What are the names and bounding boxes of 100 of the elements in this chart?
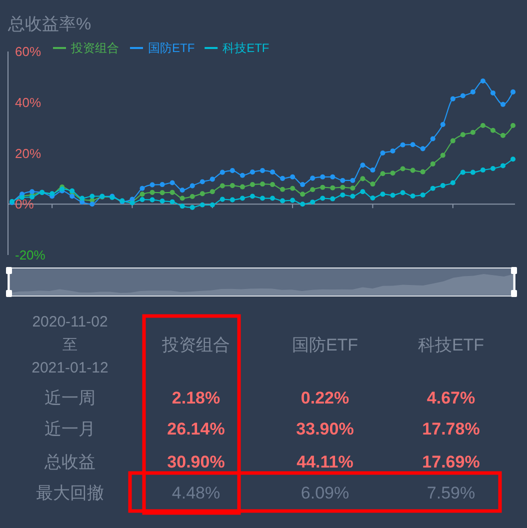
point: [230, 183, 235, 188]
point: [250, 182, 256, 188]
text: 4.67%: [426, 388, 476, 408]
point: [190, 183, 195, 188]
point: [380, 192, 386, 197]
chart-title: 总收益率%: [7, 14, 92, 34]
category-label: 近一周: [44, 388, 96, 408]
point: [360, 176, 366, 182]
point: [510, 156, 516, 162]
category-label: 国防ETF: [292, 336, 358, 354]
point: [150, 190, 155, 195]
point: [90, 194, 95, 199]
text: 26.14%: [167, 420, 225, 438]
y-tick-label: 60%: [15, 44, 42, 59]
point: [460, 170, 466, 175]
point: [320, 184, 326, 190]
y-tick-label: -20%: [15, 248, 46, 262]
point: [430, 161, 436, 166]
point: [450, 96, 456, 102]
text: 2020-11-02 至 2021-01-12: [32, 314, 108, 376]
point: [200, 179, 205, 184]
point: [490, 90, 496, 96]
point: [340, 184, 346, 190]
point: [240, 172, 245, 178]
point: [370, 182, 376, 187]
point: [490, 166, 496, 172]
point: [470, 170, 476, 175]
point: [360, 189, 366, 194]
point: [390, 170, 396, 176]
point: [490, 128, 496, 133]
point: [160, 190, 165, 196]
point: [290, 198, 296, 203]
y-tick-label: 20%: [15, 146, 42, 161]
point: [140, 186, 145, 191]
point: [370, 168, 376, 173]
point: [160, 198, 165, 204]
point: [180, 188, 185, 193]
point: [280, 186, 286, 192]
point: [140, 197, 145, 202]
legend-label: 科技ETF: [222, 41, 270, 55]
point: [300, 192, 306, 197]
point: [420, 146, 426, 152]
point: [440, 152, 446, 158]
legend-label: 投资组合: [70, 41, 119, 55]
point: [330, 196, 336, 202]
point: [420, 192, 426, 198]
point: [440, 183, 446, 188]
point: [170, 190, 175, 195]
category-label: 近一月: [44, 420, 96, 438]
point: [30, 189, 35, 194]
point: [390, 148, 396, 154]
text: 44.11%: [296, 452, 354, 472]
point: [250, 170, 256, 175]
point: [330, 174, 336, 180]
point: [140, 192, 145, 197]
text: 7.59%: [426, 484, 476, 502]
point: [440, 122, 446, 128]
point: [400, 142, 406, 148]
point: [230, 168, 235, 174]
point: [400, 190, 406, 196]
text: 4.48%: [172, 484, 220, 502]
y-tick-label: 40%: [15, 94, 42, 110]
text: 17.78%: [422, 420, 480, 438]
point: [310, 176, 316, 181]
point: [460, 93, 466, 98]
point: [310, 200, 316, 205]
point: [280, 198, 286, 204]
point: [250, 194, 256, 199]
point: [450, 138, 456, 144]
point: [150, 182, 155, 188]
point: [70, 194, 75, 199]
point: [240, 184, 245, 190]
point: [500, 132, 506, 138]
point: [450, 180, 456, 186]
y-tick-label: 0%: [15, 196, 34, 212]
point: [350, 194, 356, 199]
text: 30.90%: [167, 452, 225, 472]
point: [480, 168, 486, 173]
category-label: 投资组合: [161, 336, 230, 354]
point: [350, 178, 356, 183]
point: [430, 136, 436, 142]
point: [410, 142, 416, 148]
point: [270, 196, 276, 201]
point: [220, 170, 225, 175]
point: [380, 171, 386, 176]
point: [230, 197, 235, 202]
point: [90, 202, 95, 207]
point: [270, 170, 276, 175]
point: [260, 182, 266, 187]
text: 6.09%: [300, 484, 350, 502]
point: [360, 162, 366, 168]
point: [320, 174, 326, 180]
point: [400, 166, 406, 172]
point: [410, 193, 416, 199]
point: [300, 202, 306, 207]
point: [260, 168, 266, 174]
text: 17.69%: [422, 452, 480, 472]
point: [480, 78, 486, 84]
point: [390, 192, 396, 198]
category-label: 最大回撤: [36, 484, 104, 502]
